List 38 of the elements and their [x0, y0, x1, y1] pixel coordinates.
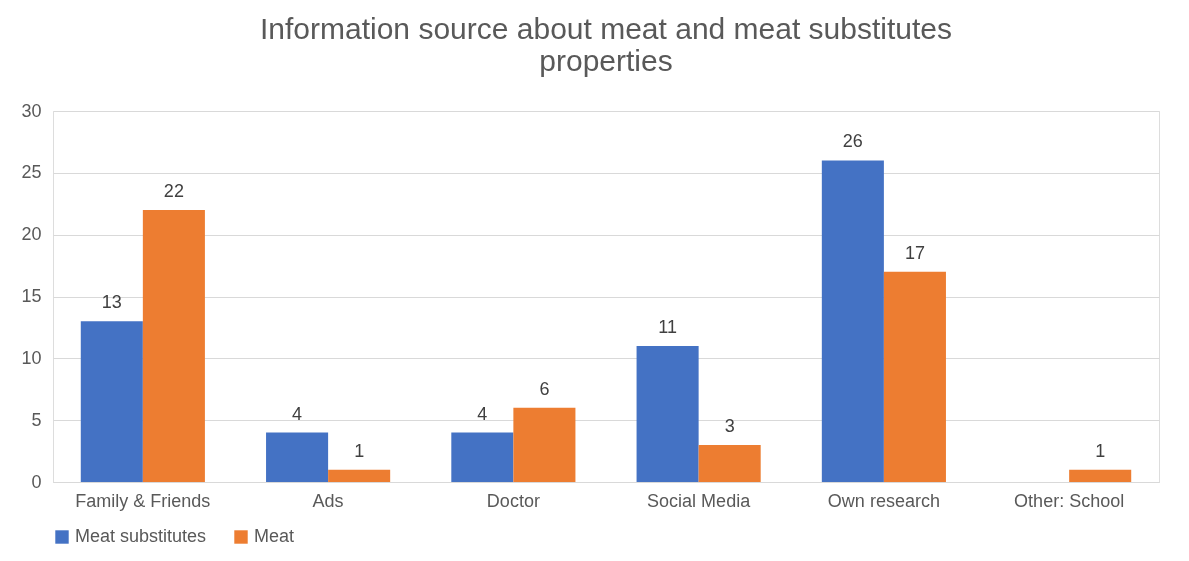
y-tick-label: 0 — [31, 471, 42, 492]
x-tick-label: Other: School — [1014, 490, 1125, 511]
x-tick-label: Social Media — [647, 490, 752, 511]
data-label: 17 — [904, 242, 925, 263]
data-label: 22 — [163, 180, 184, 201]
bar — [266, 432, 329, 482]
data-label: 1 — [354, 440, 365, 461]
data-label: 4 — [477, 403, 488, 424]
data-label: 3 — [724, 415, 735, 436]
bar — [80, 321, 143, 482]
y-tick-label: 5 — [31, 409, 42, 430]
data-label: 4 — [292, 403, 303, 424]
x-tick-label: Doctor — [486, 490, 540, 511]
bar — [883, 271, 946, 482]
legend-label: Meat substitutes — [75, 526, 207, 546]
x-tick-label: Family & Friends — [75, 490, 211, 511]
chart-title: Information source about meat and meat substitutes properties — [259, 12, 953, 77]
x-tick-label: Own research — [827, 490, 940, 511]
y-tick-label: 20 — [21, 224, 42, 245]
bar — [821, 160, 884, 482]
data-label: 1 — [1095, 440, 1106, 461]
data-label: 11 — [658, 316, 677, 337]
bar — [513, 407, 576, 482]
bar — [142, 209, 205, 482]
bar — [451, 432, 514, 482]
bar — [698, 444, 761, 482]
x-tick-label: Ads — [312, 490, 344, 511]
y-tick-label: 30 — [21, 100, 42, 121]
bar — [328, 469, 391, 482]
legend-label: Meat — [254, 526, 295, 546]
y-tick-label: 10 — [21, 347, 42, 368]
bar — [636, 345, 699, 482]
y-tick-label: 25 — [21, 162, 42, 183]
data-label: 13 — [101, 292, 122, 313]
bar — [1069, 469, 1132, 482]
data-label: 6 — [539, 378, 550, 399]
y-tick-label: 15 — [21, 286, 42, 306]
data-label: 26 — [842, 131, 863, 152]
